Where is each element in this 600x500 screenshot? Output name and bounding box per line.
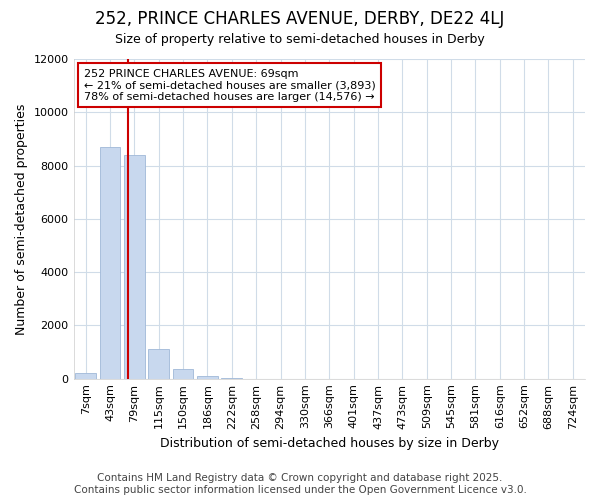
X-axis label: Distribution of semi-detached houses by size in Derby: Distribution of semi-detached houses by … (160, 437, 499, 450)
Y-axis label: Number of semi-detached properties: Number of semi-detached properties (15, 103, 28, 334)
Bar (197, 376, 218, 378)
Bar (100, 147, 121, 378)
Text: Size of property relative to semi-detached houses in Derby: Size of property relative to semi-detach… (115, 32, 485, 46)
Text: Contains HM Land Registry data © Crown copyright and database right 2025.
Contai: Contains HM Land Registry data © Crown c… (74, 474, 526, 495)
Text: 252, PRINCE CHARLES AVENUE, DERBY, DE22 4LJ: 252, PRINCE CHARLES AVENUE, DERBY, DE22 … (95, 10, 505, 28)
Text: 252 PRINCE CHARLES AVENUE: 69sqm
← 21% of semi-detached houses are smaller (3,89: 252 PRINCE CHARLES AVENUE: 69sqm ← 21% o… (84, 68, 376, 102)
Bar (124, 155, 145, 378)
Bar (76, 374, 96, 378)
Bar (148, 350, 169, 378)
Bar (173, 370, 193, 378)
